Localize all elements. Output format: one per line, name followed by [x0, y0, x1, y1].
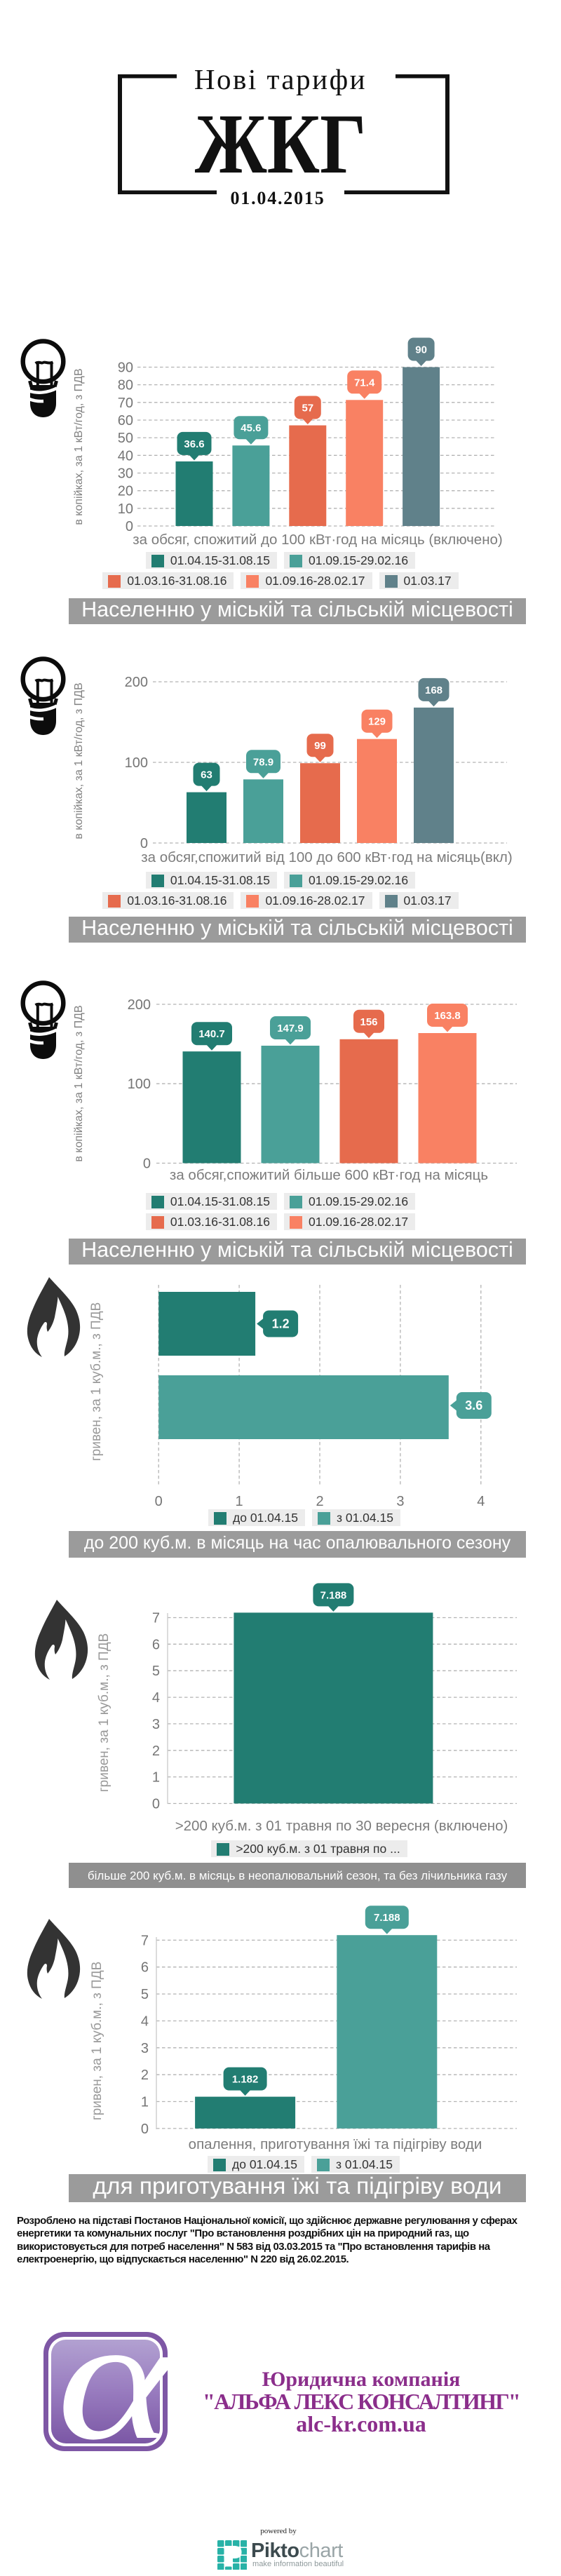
svg-text:гривен, за 1 куб.м., з ПДВ: гривен, за 1 куб.м., з ПДВ [97, 1633, 111, 1793]
svg-text:0: 0 [141, 2122, 149, 2137]
svg-text:90: 90 [118, 360, 133, 376]
svg-text:63: 63 [201, 769, 212, 781]
svg-text:70: 70 [118, 396, 133, 411]
svg-text:200: 200 [125, 675, 148, 690]
svg-text:гривен, за 1 куб.м., з ПДВ: гривен, за 1 куб.м., з ПДВ [90, 1962, 104, 2121]
svg-text:4: 4 [141, 2014, 149, 2030]
svg-text:5: 5 [152, 1664, 160, 1679]
svg-text:3: 3 [152, 1717, 160, 1732]
svg-text:1: 1 [152, 1770, 160, 1786]
svg-text:0: 0 [155, 1494, 163, 1509]
svg-text:99: 99 [314, 740, 326, 752]
svg-text:40: 40 [118, 448, 133, 464]
svg-text:3: 3 [141, 2041, 149, 2056]
svg-text:50: 50 [118, 431, 133, 446]
svg-text:>200 куб.м. з 01 травня по 30: >200 куб.м. з 01 травня по 30 вересня (в… [175, 1818, 508, 1834]
svg-text:78.9: 78.9 [253, 756, 273, 768]
svg-text:80: 80 [118, 378, 133, 393]
svg-text:1: 1 [141, 2095, 149, 2110]
svg-text:5: 5 [141, 1987, 149, 2002]
svg-text:45.6: 45.6 [241, 422, 261, 434]
svg-text:опалення, приготування їжі та: опалення, приготування їжі та підігріву … [189, 2136, 482, 2152]
svg-text:7.188: 7.188 [374, 1912, 400, 1924]
svg-text:в копійках, за 1 кВт/год, з ПД: в копійках, за 1 кВт/год, з ПДВ [73, 682, 85, 839]
svg-text:в копійках, за 1 кВт/год, з ПД: в копійках, за 1 кВт/год, з ПДВ [73, 368, 85, 525]
svg-text:4: 4 [477, 1494, 485, 1509]
svg-text:30: 30 [118, 466, 133, 482]
svg-text:57: 57 [302, 403, 313, 414]
svg-text:20: 20 [118, 484, 133, 499]
svg-text:за обсяг,спожитий від 100 до 6: за обсяг,спожитий від 100 до 600 кВт·год… [141, 849, 512, 865]
svg-text:1.2: 1.2 [272, 1317, 290, 1331]
svg-text:7.188: 7.188 [320, 1589, 347, 1601]
svg-text:100: 100 [125, 755, 148, 771]
svg-text:7: 7 [141, 1933, 149, 1948]
svg-text:6: 6 [141, 1960, 149, 1976]
svg-text:7: 7 [152, 1611, 160, 1626]
svg-text:147.9: 147.9 [277, 1023, 304, 1034]
svg-text:гривен, за 1 куб.м., з ПДВ: гривен, за 1 куб.м., з ПДВ [89, 1302, 104, 1462]
svg-text:0: 0 [143, 1156, 151, 1172]
svg-text:4: 4 [152, 1690, 160, 1706]
svg-text:0: 0 [126, 519, 133, 534]
svg-text:1.182: 1.182 [232, 2074, 259, 2086]
svg-text:140.7: 140.7 [198, 1028, 225, 1040]
svg-text:100: 100 [128, 1077, 151, 1092]
svg-text:200: 200 [128, 997, 151, 1013]
svg-text:163.8: 163.8 [434, 1010, 461, 1022]
svg-text:71.4: 71.4 [354, 377, 375, 389]
svg-text:в копійках, за 1 кВт/год, з ПД: в копійках, за 1 кВт/год, з ПДВ [73, 1005, 85, 1161]
svg-text:0: 0 [152, 1797, 160, 1812]
svg-text:156: 156 [360, 1016, 377, 1028]
svg-text:2: 2 [141, 2068, 149, 2083]
svg-text:10: 10 [118, 501, 133, 517]
svg-text:3.6: 3.6 [465, 1398, 482, 1412]
svg-text:6: 6 [152, 1637, 160, 1652]
svg-text:2: 2 [152, 1744, 160, 1759]
svg-text:3: 3 [396, 1494, 404, 1509]
svg-text:1: 1 [236, 1494, 243, 1509]
svg-text:за обсяг,спожитий більше 600 к: за обсяг,спожитий більше 600 кВт·год на … [170, 1167, 488, 1183]
svg-text:90: 90 [415, 344, 427, 356]
svg-text:129: 129 [368, 716, 386, 728]
svg-text:2: 2 [316, 1494, 323, 1509]
svg-text:36.6: 36.6 [184, 438, 204, 450]
svg-text:0: 0 [140, 836, 148, 851]
svg-text:60: 60 [118, 413, 133, 429]
svg-text:за обсяг, спожитий до 100 кВт·: за обсяг, спожитий до 100 кВт·год на міс… [133, 532, 503, 548]
svg-text:168: 168 [425, 685, 442, 696]
